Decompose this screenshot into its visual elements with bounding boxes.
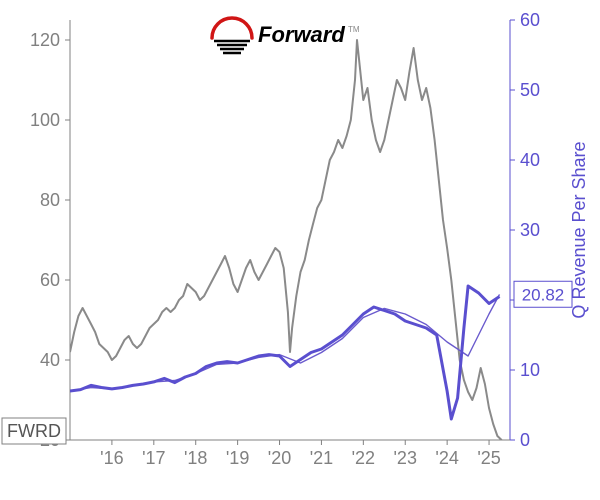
x-tick-label: '19 [226,448,249,468]
chart-container: 204060801001200102030405060'16'17'18'19'… [0,0,600,500]
x-tick-label: '18 [184,448,207,468]
brand-label: Forward [258,22,345,47]
left-tick-label: 100 [30,110,60,130]
ticker-label: FWRD [7,421,61,441]
right-tick-label: 10 [520,360,540,380]
x-tick-label: '24 [435,448,458,468]
x-tick-label: '23 [394,448,417,468]
forward-logo: ForwardTM [212,18,360,53]
left-tick-label: 120 [30,30,60,50]
chart-svg: 204060801001200102030405060'16'17'18'19'… [0,0,600,500]
right-tick-label: 30 [520,220,540,240]
right-tick-label: 60 [520,10,540,30]
revenue-thick-line [70,286,500,419]
x-tick-label: '16 [100,448,123,468]
revenue-thin-line [70,294,500,391]
price-line [70,40,502,440]
value-label: 20.82 [522,285,565,304]
left-tick-label: 60 [40,270,60,290]
x-tick-label: '20 [268,448,291,468]
left-tick-label: 80 [40,190,60,210]
x-tick-label: '21 [310,448,333,468]
left-tick-label: 40 [40,350,60,370]
right-tick-label: 50 [520,80,540,100]
x-tick-label: '22 [352,448,375,468]
right-tick-label: 0 [520,430,530,450]
tm-mark: TM [348,25,360,34]
x-tick-label: '17 [142,448,165,468]
x-tick-label: '25 [477,448,500,468]
right-tick-label: 40 [520,150,540,170]
